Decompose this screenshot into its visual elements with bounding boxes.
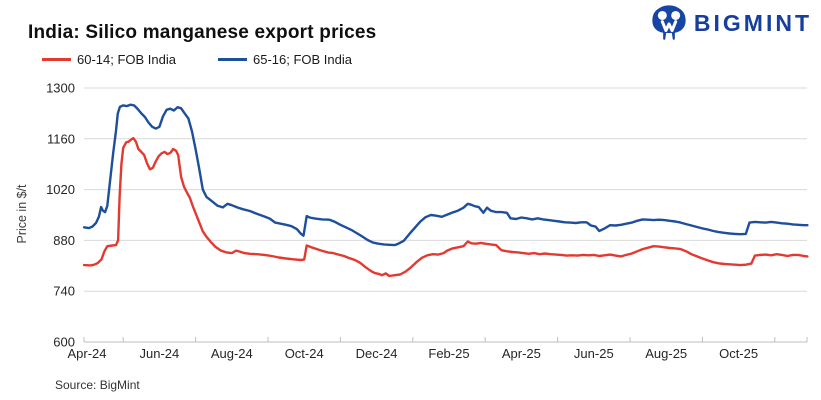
- x-tick-label: Apr-25: [502, 346, 541, 361]
- y-tick-label: 1020: [46, 182, 75, 197]
- legend-swatch: [42, 58, 71, 61]
- y-tick-label: 880: [53, 233, 75, 248]
- y-tick-label: 600: [53, 335, 75, 350]
- x-tick-label: Aug-25: [645, 346, 687, 361]
- series-line-60-14: [82, 136, 809, 278]
- x-tick-label: Aug-24: [211, 346, 253, 361]
- x-tick-label: Jun-24: [140, 346, 180, 361]
- y-tick-label: 1160: [47, 131, 75, 146]
- x-tick-label: Jun-25: [574, 346, 614, 361]
- series-line-65-16: [82, 103, 809, 247]
- source-note: Source: BigMint: [55, 378, 140, 392]
- legend-label: 60-14; FOB India: [77, 52, 176, 67]
- legend-swatch: [218, 58, 247, 61]
- y-tick-label: 740: [53, 284, 75, 299]
- legend-label: 65-16; FOB India: [253, 52, 352, 67]
- chart-legend: 60-14; FOB India 65-16; FOB India: [42, 52, 394, 67]
- legend-item: 60-14; FOB India: [42, 52, 176, 67]
- bigmint-logo-icon: [652, 5, 686, 40]
- x-tick-label: Dec-24: [356, 346, 398, 361]
- x-tick-label: Feb-25: [428, 346, 469, 361]
- bigmint-logo-text: BIGMINT: [693, 10, 812, 36]
- x-tick-label: Oct-24: [285, 346, 324, 361]
- bigmint-logo: BIGMINT: [651, 5, 812, 42]
- y-tick-label: 1300: [46, 81, 75, 96]
- legend-item: 65-16; FOB India: [218, 52, 352, 67]
- x-tick-label: Apr-24: [67, 346, 106, 361]
- chart-title: India: Silico manganese export prices: [28, 22, 377, 43]
- x-tick-label: Oct-25: [719, 346, 758, 361]
